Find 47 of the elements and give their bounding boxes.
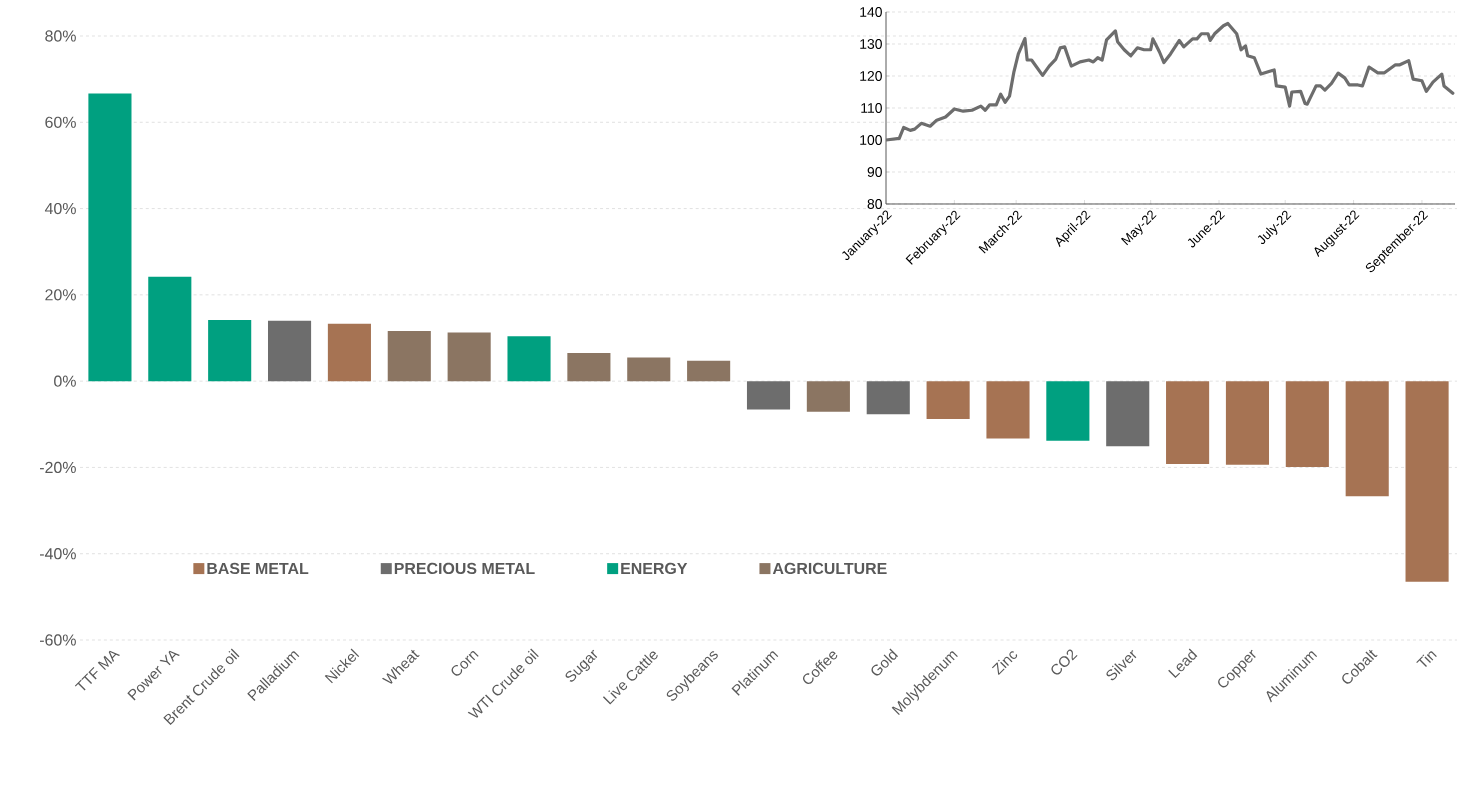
y-tick-label: -60%	[39, 634, 76, 646]
bar	[1345, 381, 1389, 497]
x-tick-label: TTF MA	[74, 650, 121, 691]
bar	[1046, 381, 1090, 441]
bar	[806, 381, 850, 412]
y-tick-label: 140	[860, 7, 882, 17]
bar	[327, 323, 371, 382]
legend-label: PRECIOUS METAL	[394, 562, 535, 575]
bar	[208, 319, 252, 382]
y-tick-label: 20%	[45, 289, 76, 301]
y-tick-label: 110	[861, 103, 882, 113]
y-tick-label: 80	[867, 199, 882, 209]
y-tick-label: 40%	[44, 202, 76, 215]
bar	[1106, 381, 1150, 447]
bar	[627, 357, 671, 382]
x-tick-label: Zinc	[991, 651, 1018, 676]
bar	[267, 320, 312, 382]
bar	[148, 276, 192, 382]
bar	[507, 336, 551, 382]
y-tick-label: 0%	[54, 375, 76, 387]
bar	[687, 360, 731, 382]
bar	[447, 332, 491, 382]
y-tick-label: -40%	[39, 548, 76, 560]
y-tick-label: 90	[867, 167, 882, 177]
legend-label: BASE METAL	[207, 562, 309, 575]
bar	[986, 381, 1030, 439]
legend-label: ENERGY	[621, 562, 688, 575]
bar	[1166, 381, 1210, 464]
bar	[88, 93, 132, 382]
bar	[1225, 381, 1270, 465]
bar	[926, 381, 970, 420]
line-series	[886, 21, 1455, 142]
bar	[746, 381, 791, 410]
bar	[866, 381, 910, 415]
y-tick-label: 100	[860, 135, 882, 145]
bar	[387, 331, 431, 382]
y-tick-label: -20%	[39, 461, 76, 474]
bar	[1285, 381, 1329, 467]
y-tick-label: 60%	[45, 116, 76, 128]
x-tick-label: Tin	[1416, 651, 1437, 668]
y-tick-label: 130	[860, 39, 882, 49]
x-tick-label: Corn	[451, 651, 479, 676]
bar	[567, 353, 611, 382]
bar	[1405, 381, 1449, 582]
y-tick-label: 80%	[45, 30, 76, 42]
legend-label: AGRICULTURE	[772, 562, 887, 575]
y-tick-label: 120	[860, 71, 882, 81]
